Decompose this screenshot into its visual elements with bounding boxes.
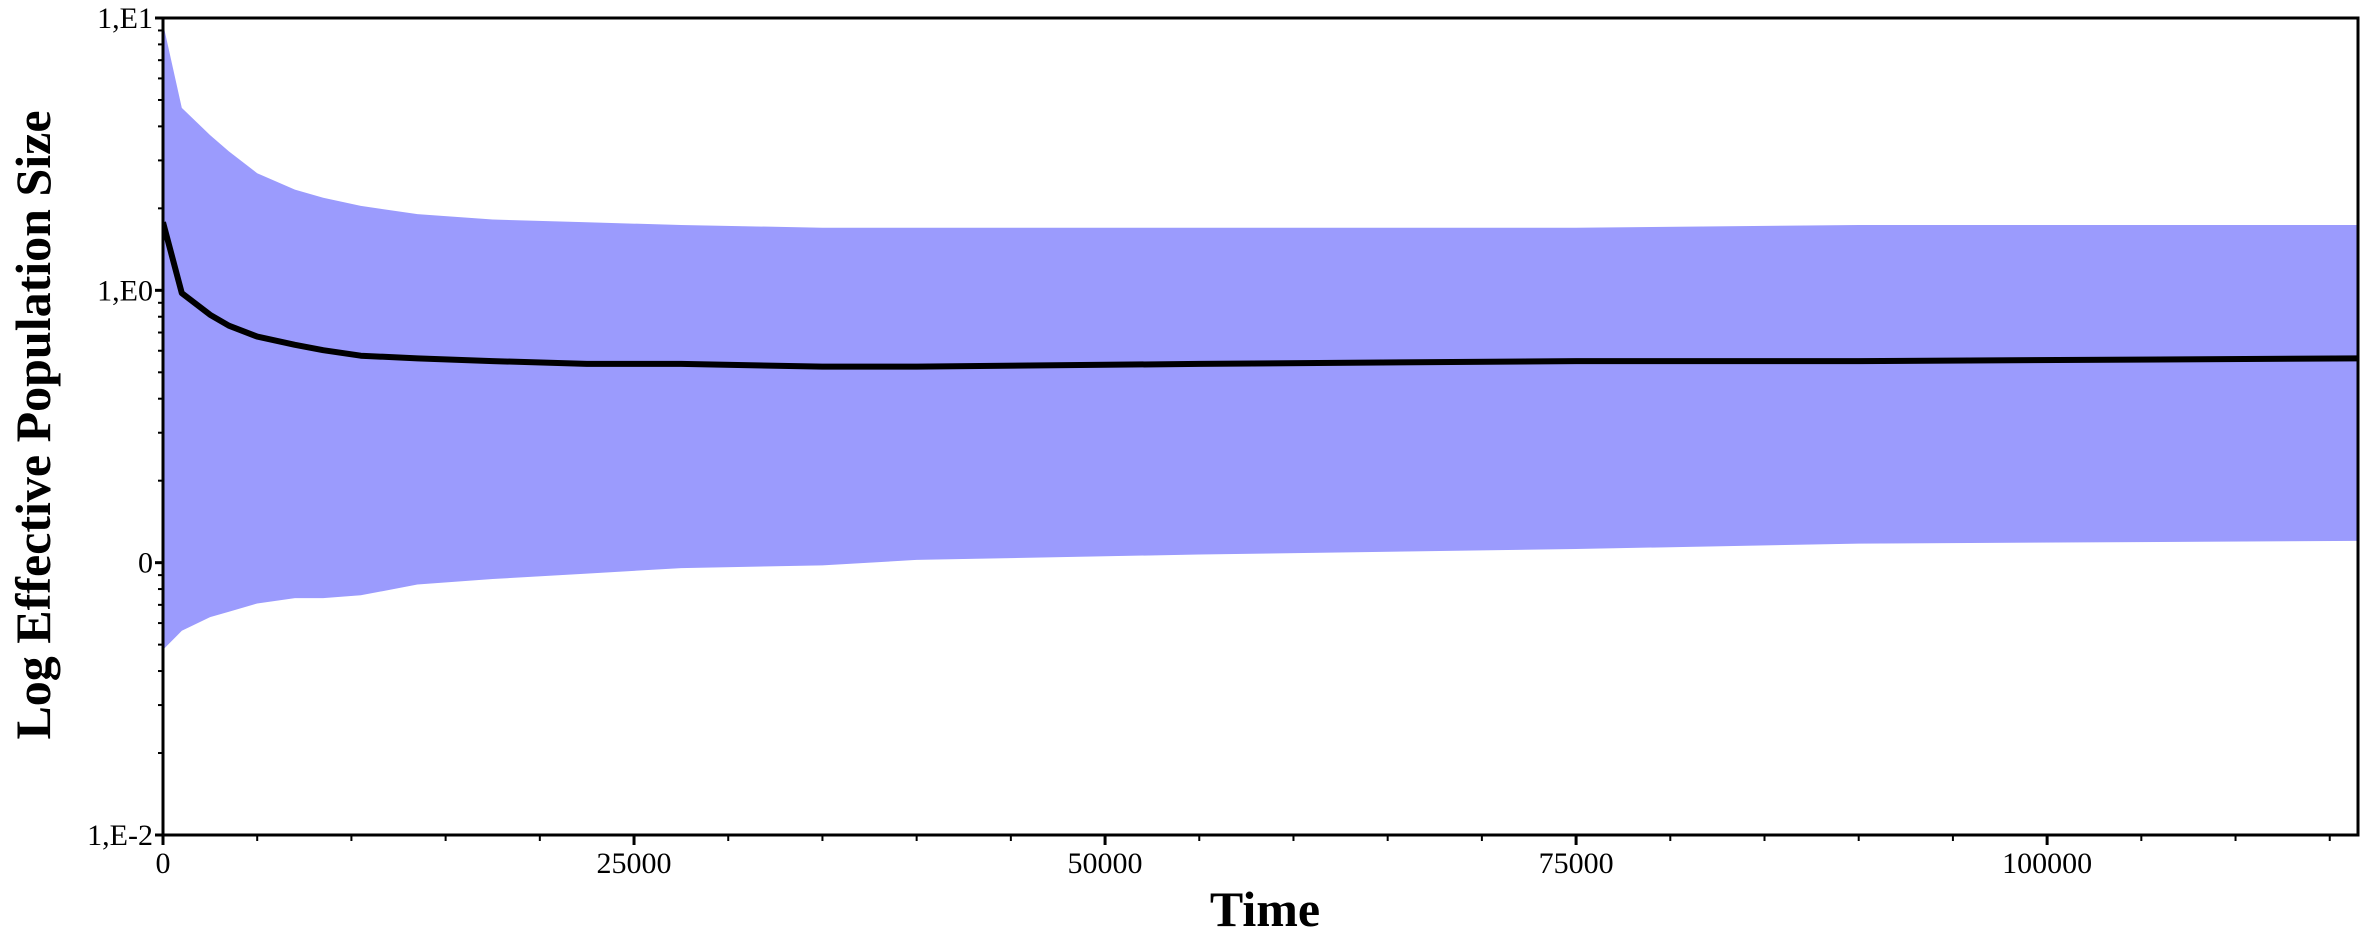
x-axis-title: Time bbox=[1210, 881, 1320, 934]
x-tick-label: 75000 bbox=[1539, 847, 1614, 880]
x-tick-label: 25000 bbox=[597, 847, 672, 880]
y-axis: 1,E1 1,E0 0 1,E-2 bbox=[87, 2, 163, 852]
plot-frame bbox=[161, 16, 2360, 837]
y-tick-label: 1,E0 bbox=[97, 274, 153, 307]
y-axis-title: Log Effective Population Size bbox=[5, 110, 61, 739]
x-axis: 0 25000 50000 75000 100000 bbox=[156, 835, 2331, 880]
y-tick-label: 0 bbox=[138, 547, 153, 580]
x-tick-label: 50000 bbox=[1068, 847, 1143, 880]
median-line bbox=[163, 221, 2358, 370]
y-tick-label: 1,E-2 bbox=[87, 819, 153, 852]
hpd-band bbox=[163, 23, 2358, 650]
x-tick-label: 100000 bbox=[2002, 847, 2092, 880]
x-tick-label: 0 bbox=[156, 847, 171, 880]
y-tick-label: 1,E1 bbox=[97, 2, 153, 35]
